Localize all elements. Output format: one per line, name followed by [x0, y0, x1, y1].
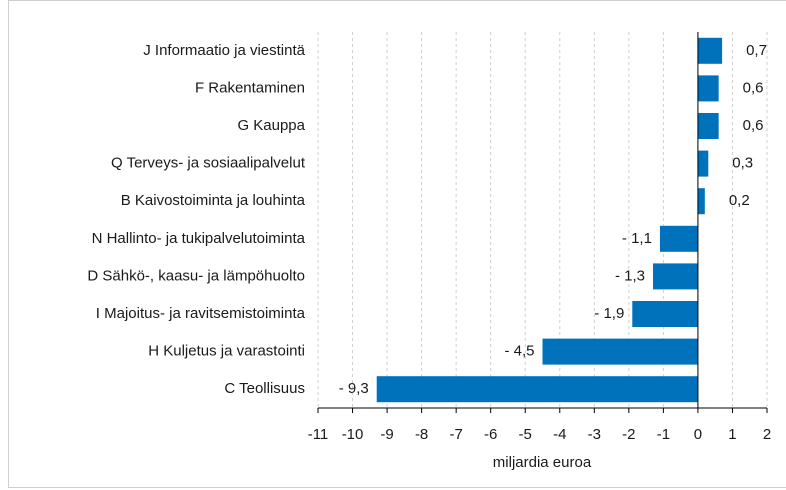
y-tick-label: D Sähkö-, kaasu- ja lämpöhuolto: [87, 267, 305, 284]
bar: [697, 188, 705, 215]
bar: [376, 376, 698, 403]
x-tick-label: -10: [342, 426, 364, 443]
bar: [632, 301, 698, 327]
x-tick-label: -9: [380, 426, 393, 443]
x-tick-label: -8: [415, 426, 428, 443]
bar: [659, 225, 698, 252]
frame: [8, 0, 786, 488]
value-label: - 4,5: [504, 343, 534, 360]
value-label: 0,3: [732, 155, 753, 172]
value-label: 0,7: [746, 42, 767, 59]
y-tick-label: Q Terveys- ja sosiaalipalvelut: [111, 155, 306, 172]
value-label: 0,6: [743, 79, 764, 96]
value-label: - 1,3: [615, 267, 645, 284]
x-tick-label: -7: [449, 426, 462, 443]
x-tick-label: -6: [484, 426, 497, 443]
bar: [697, 37, 723, 64]
x-axis-label: miljardia euroa: [493, 454, 592, 471]
bar: [697, 113, 719, 139]
x-tick-label: -2: [622, 426, 635, 443]
value-label: 0,2: [729, 192, 750, 209]
y-tick-label: B Kaivostoiminta ja louhinta: [121, 192, 306, 209]
bar: [542, 338, 698, 365]
value-label: - 1,1: [622, 230, 652, 247]
y-tick-label: C Teollisuus: [224, 380, 305, 397]
y-tick-label: J Informaatio ja viestintä: [143, 42, 305, 59]
x-tick-label: -11: [308, 426, 329, 443]
bar: [653, 263, 698, 290]
y-tick-label: N Hallinto- ja tukipalvelutoiminta: [92, 230, 306, 247]
value-label: - 9,3: [339, 380, 369, 397]
value-label: 0,6: [743, 117, 764, 134]
x-tick-label: -3: [588, 426, 601, 443]
x-tick-label: 0: [694, 426, 702, 443]
y-tick-label: I Majoitus- ja ravitsemistoiminta: [96, 305, 306, 322]
x-tick-label: -5: [519, 426, 532, 443]
x-tick-label: -4: [553, 426, 566, 443]
x-tick-label: 2: [763, 426, 771, 443]
value-label: - 1,9: [594, 305, 624, 322]
x-tick-label: 1: [728, 426, 736, 443]
y-tick-label: G Kauppa: [237, 117, 305, 134]
x-tick-label: -1: [657, 426, 670, 443]
bar: [697, 75, 719, 102]
y-tick-label: F Rakentaminen: [195, 79, 305, 96]
y-tick-label: H Kuljetus ja varastointi: [148, 343, 305, 360]
bar: [697, 150, 709, 177]
